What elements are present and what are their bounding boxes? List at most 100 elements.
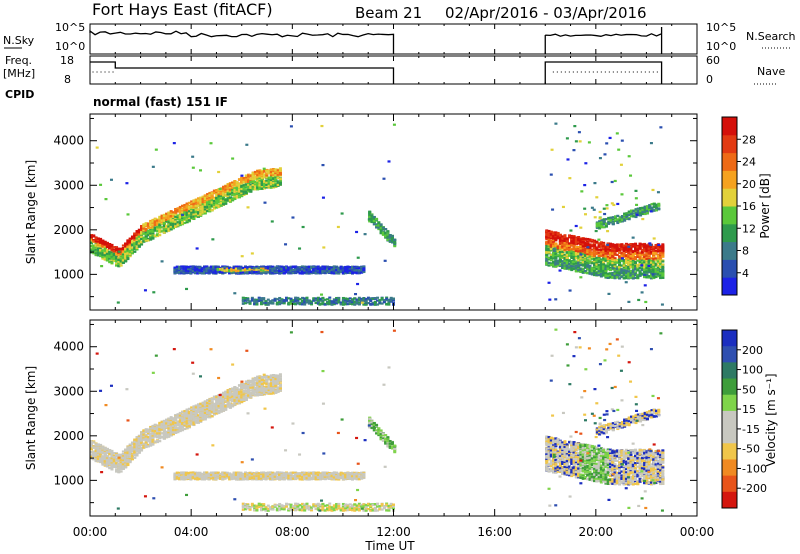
power-cell xyxy=(103,252,107,255)
power-cell xyxy=(140,232,144,235)
power-cell xyxy=(126,240,130,243)
power-cell xyxy=(169,228,173,231)
power-cell xyxy=(176,224,180,227)
power-cell xyxy=(169,220,173,224)
power-cell xyxy=(174,224,178,227)
power-cell xyxy=(135,232,139,235)
power-cell xyxy=(140,237,144,241)
power-cell xyxy=(588,264,592,267)
power-cell xyxy=(176,210,180,213)
power-cell xyxy=(90,238,93,241)
power-cell xyxy=(158,215,162,219)
power-cell xyxy=(130,240,134,244)
nsky-right-tick-top: 10^5 xyxy=(706,21,736,34)
power-cell xyxy=(99,239,103,242)
power-cell xyxy=(137,228,141,231)
power-cell xyxy=(92,246,96,249)
power-cell xyxy=(128,237,132,241)
power-cell xyxy=(128,249,132,253)
power-cell xyxy=(144,235,148,238)
power-cell xyxy=(149,236,153,239)
power-cell xyxy=(103,240,107,244)
freq-unit: [MHz] xyxy=(3,67,35,80)
power-cell xyxy=(110,244,114,247)
power-cell xyxy=(142,238,146,241)
power-cell xyxy=(92,244,96,247)
power-cell xyxy=(94,237,98,240)
power-cell xyxy=(133,244,137,247)
power-cell xyxy=(149,219,153,223)
power-cell xyxy=(101,243,105,246)
power-cell xyxy=(162,213,166,216)
power-cell xyxy=(158,230,162,233)
nsky-panel: N.Sky 10^5 10^0 10^5 10^0 N.Search xyxy=(3,21,796,55)
power-cell xyxy=(105,259,109,262)
power-cell xyxy=(117,262,121,266)
power-cell xyxy=(162,222,166,225)
power-cell xyxy=(110,259,114,262)
power-cell xyxy=(174,215,178,218)
power-cell xyxy=(110,251,114,254)
power-cell xyxy=(126,250,130,253)
power-cell xyxy=(105,249,109,252)
power-cell xyxy=(142,226,146,229)
power-cell xyxy=(119,254,123,258)
power-cell xyxy=(99,249,103,252)
power-cell xyxy=(137,237,141,240)
power-cell xyxy=(108,252,112,255)
power-cell xyxy=(99,242,103,245)
power-cell xyxy=(121,244,125,247)
power-cell xyxy=(119,247,123,250)
power-cell xyxy=(90,241,93,244)
power-cell xyxy=(171,220,175,223)
power-cell xyxy=(94,252,98,255)
power-cell xyxy=(137,230,141,233)
power-cell xyxy=(117,253,121,257)
power-cell xyxy=(110,253,114,256)
power-cell xyxy=(142,240,146,243)
power-cell xyxy=(108,244,112,247)
power-cell xyxy=(103,249,107,252)
power-cell xyxy=(99,237,103,241)
power-cell xyxy=(174,216,178,220)
power-cell xyxy=(265,174,269,177)
power-cell xyxy=(379,223,383,226)
freq-tick-top: 18 xyxy=(60,54,74,67)
power-cell xyxy=(115,248,119,252)
freq-label: Freq. xyxy=(5,54,32,67)
power-cell xyxy=(169,214,173,218)
power-cell xyxy=(135,248,139,251)
power-cell xyxy=(117,265,121,268)
power-cell xyxy=(115,253,119,256)
power-cell xyxy=(144,227,148,231)
power-cell xyxy=(121,246,125,250)
power-cell xyxy=(126,241,130,245)
date-range: 02/Apr/2016 - 03/Apr/2016 xyxy=(445,4,647,22)
power-cell xyxy=(124,260,128,263)
power-cell xyxy=(112,248,116,251)
power-cell xyxy=(112,259,116,262)
power-cell xyxy=(142,232,146,235)
power-cell xyxy=(167,221,171,224)
power-cell xyxy=(160,226,164,229)
power-cell xyxy=(135,238,139,242)
power-cell xyxy=(174,208,178,211)
power-cell xyxy=(144,239,148,242)
freq-series xyxy=(90,61,663,84)
power-cell xyxy=(137,234,141,238)
cpid-mode: normal (fast) 151 IF xyxy=(93,95,228,109)
power-cell xyxy=(124,256,128,259)
power-cell xyxy=(105,252,109,255)
power-cell xyxy=(142,223,146,226)
power-cell xyxy=(117,257,121,260)
station-title: Fort Hays East (fitACF) xyxy=(92,0,273,19)
power-cell xyxy=(105,245,109,248)
power-cell xyxy=(144,229,148,232)
power-cell xyxy=(156,227,160,230)
power-cell xyxy=(108,260,112,263)
power-cell xyxy=(115,262,119,265)
power-cell xyxy=(149,232,153,235)
power-cell xyxy=(171,227,175,230)
power-cell xyxy=(160,217,164,220)
power-cell xyxy=(167,214,171,217)
